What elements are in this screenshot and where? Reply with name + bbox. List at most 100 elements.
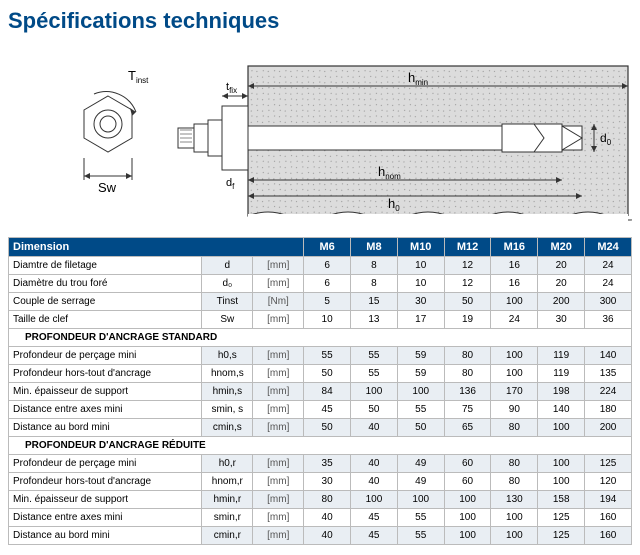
cell: 136	[444, 383, 491, 401]
row-unit: [Nm]	[253, 293, 304, 311]
cell: 125	[538, 527, 585, 545]
cell: 100	[397, 491, 444, 509]
cell: 80	[491, 419, 538, 437]
cell: 100	[351, 383, 398, 401]
row-label: Min. épaisseur de support	[9, 383, 202, 401]
cell: 55	[351, 365, 398, 383]
cell: 24	[585, 257, 632, 275]
col-m12: M12	[444, 238, 491, 257]
row-label: Couple de serrage	[9, 293, 202, 311]
table-row: Profondeur hors-tout d'ancragehnom,s[mm]…	[9, 365, 632, 383]
cell: 10	[304, 311, 351, 329]
cell: 55	[397, 401, 444, 419]
row-unit: [mm]	[253, 275, 304, 293]
row-label: Diamtre de filetage	[9, 257, 202, 275]
row-label: Profondeur de perçage mini	[9, 347, 202, 365]
cell: 50	[351, 401, 398, 419]
row-label: Distance au bord mini	[9, 419, 202, 437]
cell: 49	[397, 455, 444, 473]
cell: 100	[444, 509, 491, 527]
cell: 20	[538, 275, 585, 293]
cell: 65	[444, 419, 491, 437]
svg-text:df: df	[226, 177, 235, 191]
row-label: Taille de clef	[9, 311, 202, 329]
row-symbol: cmin,s	[202, 419, 253, 437]
cell: 45	[304, 401, 351, 419]
row-symbol: smin, s	[202, 401, 253, 419]
cell: 135	[585, 365, 632, 383]
cell: 100	[538, 473, 585, 491]
cell: 55	[397, 527, 444, 545]
row-symbol: hmin,s	[202, 383, 253, 401]
row-unit: [mm]	[253, 257, 304, 275]
cell: 119	[538, 365, 585, 383]
row-unit: [mm]	[253, 401, 304, 419]
table-row: Min. épaisseur de supporthmin,r[mm]80100…	[9, 491, 632, 509]
cell: 59	[397, 365, 444, 383]
cell: 16	[491, 275, 538, 293]
col-m24: M24	[585, 238, 632, 257]
svg-text:Tinst: Tinst	[128, 68, 149, 85]
row-symbol: cmin,r	[202, 527, 253, 545]
row-symbol: h0,s	[202, 347, 253, 365]
col-m8: M8	[351, 238, 398, 257]
cell: 160	[585, 527, 632, 545]
cell: 40	[351, 419, 398, 437]
cell: 36	[585, 311, 632, 329]
row-label: Distance entre axes mini	[9, 509, 202, 527]
cell: 75	[444, 401, 491, 419]
cell: 30	[304, 473, 351, 491]
row-symbol: hmin,r	[202, 491, 253, 509]
cell: 8	[351, 257, 398, 275]
diagram-svg: d0 tfix df hmin hnom h0	[8, 46, 632, 226]
cell: 119	[538, 347, 585, 365]
cell: 24	[585, 275, 632, 293]
cell: 30	[397, 293, 444, 311]
cell: 140	[585, 347, 632, 365]
cell: 6	[304, 257, 351, 275]
cell: 10	[397, 275, 444, 293]
row-unit: [mm]	[253, 509, 304, 527]
table-row: Taille de clefSw[mm]10131719243036	[9, 311, 632, 329]
cell: 60	[444, 473, 491, 491]
cell: 59	[397, 347, 444, 365]
cell: 158	[538, 491, 585, 509]
cell: 80	[491, 455, 538, 473]
cell: 100	[491, 347, 538, 365]
row-unit: [mm]	[253, 365, 304, 383]
row-unit: [mm]	[253, 527, 304, 545]
cell: 140	[538, 401, 585, 419]
cell: 84	[304, 383, 351, 401]
row-label: Min. épaisseur de support	[9, 491, 202, 509]
row-unit: [mm]	[253, 419, 304, 437]
cell: 19	[444, 311, 491, 329]
table-row: Diamtre de filetaged[mm]681012162024	[9, 257, 632, 275]
row-symbol: hnom,s	[202, 365, 253, 383]
dim-header: Dimension	[9, 238, 304, 257]
cell: 100	[491, 365, 538, 383]
row-symbol: Sw	[202, 311, 253, 329]
cell: 5	[304, 293, 351, 311]
table-header-row: Dimension M6 M8 M10 M12 M16 M20 M24	[9, 238, 632, 257]
row-symbol: h0,r	[202, 455, 253, 473]
table-row: Profondeur de perçage minih0,r[mm]354049…	[9, 455, 632, 473]
col-m20: M20	[538, 238, 585, 257]
cell: 125	[585, 455, 632, 473]
cell: 80	[444, 365, 491, 383]
table-row: Distance entre axes minismin, s[mm]45505…	[9, 401, 632, 419]
row-label: Distance au bord mini	[9, 527, 202, 545]
cell: 160	[585, 509, 632, 527]
cell: 40	[304, 509, 351, 527]
row-symbol: Tinst	[202, 293, 253, 311]
row-unit: [mm]	[253, 473, 304, 491]
cell: 80	[491, 473, 538, 491]
row-symbol: d	[202, 257, 253, 275]
col-m10: M10	[397, 238, 444, 257]
row-unit: [mm]	[253, 347, 304, 365]
cell: 130	[491, 491, 538, 509]
cell: 100	[491, 527, 538, 545]
cell: 100	[538, 455, 585, 473]
section-row: PROFONDEUR D'ANCRAGE STANDARD	[9, 329, 632, 347]
cell: 40	[351, 455, 398, 473]
cell: 224	[585, 383, 632, 401]
